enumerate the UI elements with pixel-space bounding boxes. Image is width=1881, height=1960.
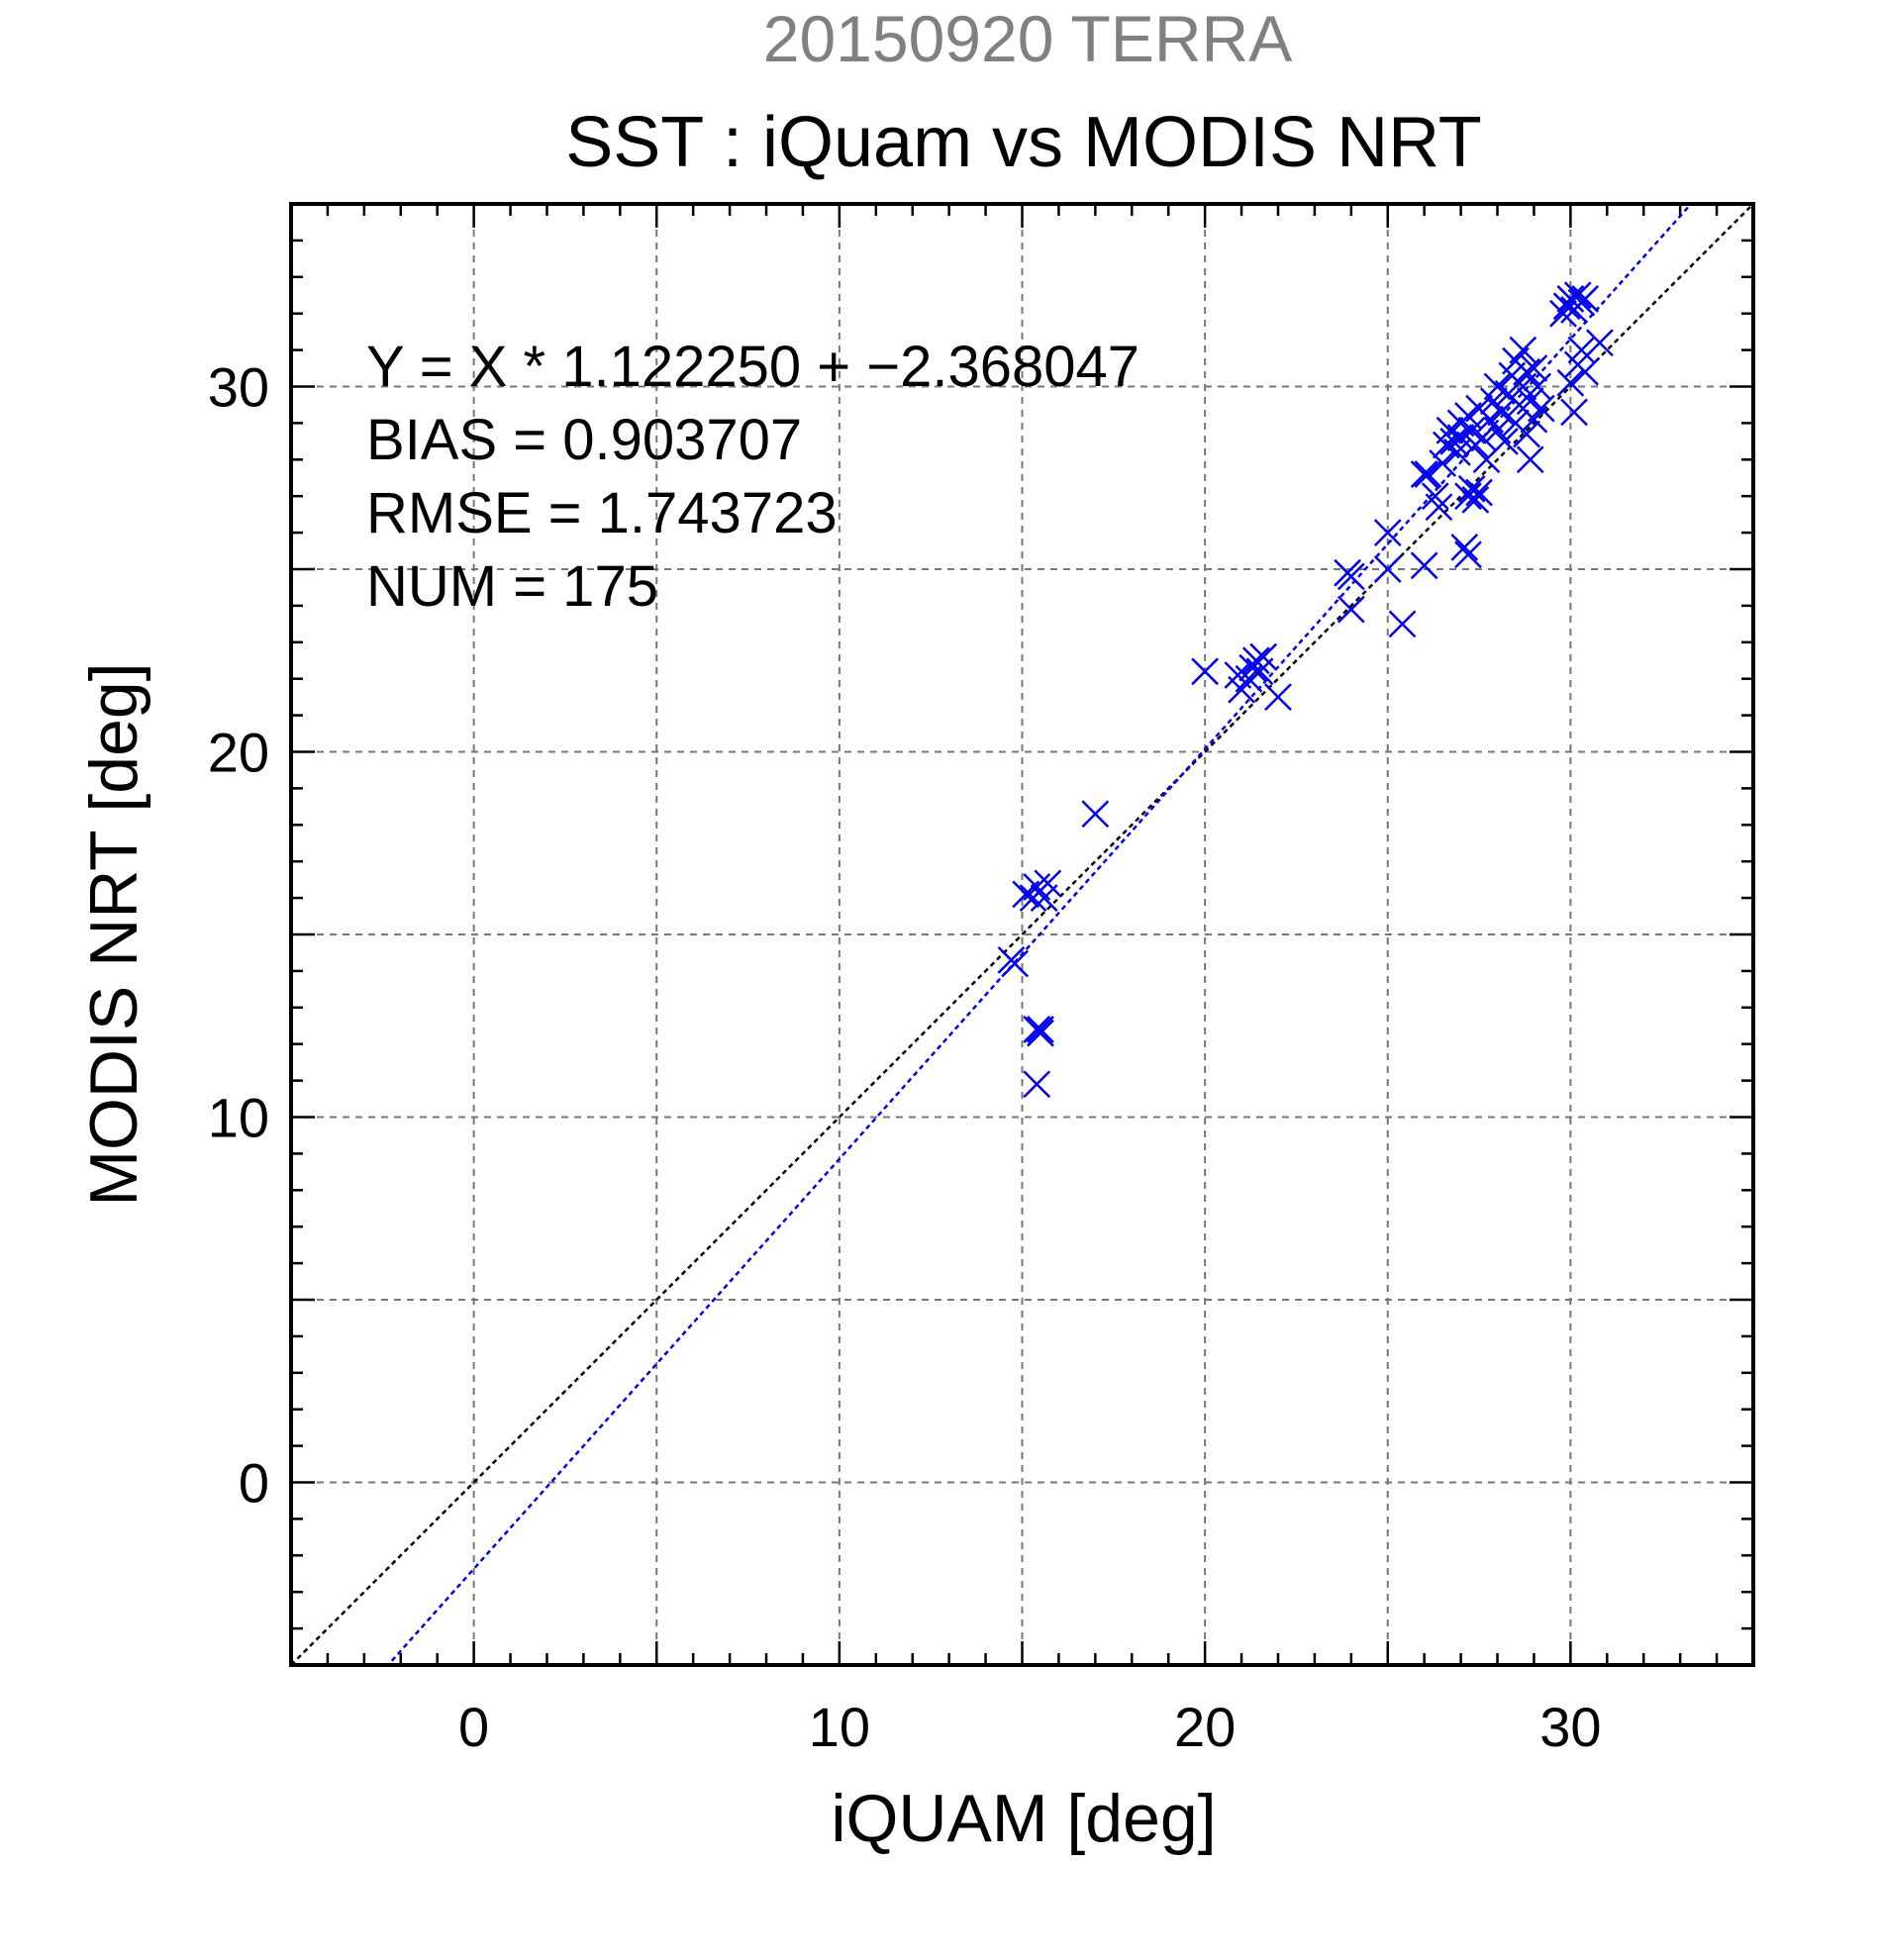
data-point <box>1081 800 1110 829</box>
data-point <box>1023 1070 1051 1099</box>
stats-annotation: Y = X * 1.122250 + −2.368047 BIAS = 0.90… <box>366 335 1139 619</box>
fit-equation: Y = X * 1.122250 + −2.368047 <box>366 335 1139 399</box>
y-tick-label: 10 <box>208 1087 269 1149</box>
tick-labels: 0 10 20 30 0 10 20 30 <box>208 356 1602 1759</box>
data-point <box>1450 533 1479 561</box>
data-point <box>1454 540 1482 569</box>
data-point <box>1454 482 1482 511</box>
x-tick-label: 10 <box>809 1696 870 1758</box>
bias-value: BIAS = 0.903707 <box>366 408 802 472</box>
data-point <box>1264 683 1292 712</box>
data-point <box>1571 357 1600 386</box>
rmse-value: RMSE = 1.743723 <box>366 481 838 545</box>
data-point <box>1527 394 1555 423</box>
data-point <box>1487 398 1516 427</box>
data-point <box>1425 493 1453 522</box>
chart-title: SST : iQuam vs MODIS NRT <box>565 103 1482 182</box>
fit-line <box>386 204 1693 1665</box>
data-point <box>1249 642 1278 671</box>
x-tick-label: 0 <box>458 1696 489 1758</box>
y-tick-label: 0 <box>239 1452 269 1515</box>
data-point <box>1410 460 1438 488</box>
num-value: NUM = 175 <box>366 554 658 619</box>
data-point <box>1336 562 1365 591</box>
data-point <box>1457 474 1486 503</box>
data-point <box>1034 869 1062 898</box>
data-point <box>1414 460 1442 488</box>
data-point <box>1520 354 1548 382</box>
data-point <box>1373 519 1402 546</box>
data-point <box>1586 329 1614 357</box>
data-point <box>1556 368 1585 397</box>
data-point <box>1491 427 1519 455</box>
plot-frame <box>289 202 1755 1667</box>
data-point <box>1241 646 1270 675</box>
data-point <box>1513 420 1540 448</box>
data-point <box>1027 1016 1054 1043</box>
data-point <box>1556 285 1585 313</box>
data-point <box>1421 482 1449 511</box>
x-tick-label: 20 <box>1174 1696 1236 1758</box>
data-point <box>1410 551 1438 580</box>
data-point <box>1571 285 1600 313</box>
y-axis-label: MODIS NRT [deg] <box>76 662 151 1206</box>
y-tick-label: 20 <box>208 722 269 784</box>
data-point <box>1560 398 1588 427</box>
x-axis-label: iQUAM [deg] <box>831 1781 1216 1856</box>
data-point <box>1465 478 1493 507</box>
data-point <box>1001 949 1029 978</box>
data-point <box>1563 281 1592 310</box>
data-point <box>1516 445 1544 474</box>
data-point <box>1373 555 1402 583</box>
y-tick-label: 30 <box>208 356 269 419</box>
data-point <box>1429 449 1457 477</box>
data-point <box>1513 357 1540 386</box>
data-point <box>1191 657 1220 686</box>
data-point <box>1388 610 1417 638</box>
data-point <box>1027 1019 1054 1047</box>
data-points <box>997 281 1614 1099</box>
data-point <box>1461 486 1490 514</box>
data-point <box>1549 299 1577 328</box>
data-point <box>1336 595 1365 624</box>
date-label: 20150920 TERRA <box>763 2 1292 75</box>
x-tick-label: 30 <box>1539 1696 1601 1758</box>
